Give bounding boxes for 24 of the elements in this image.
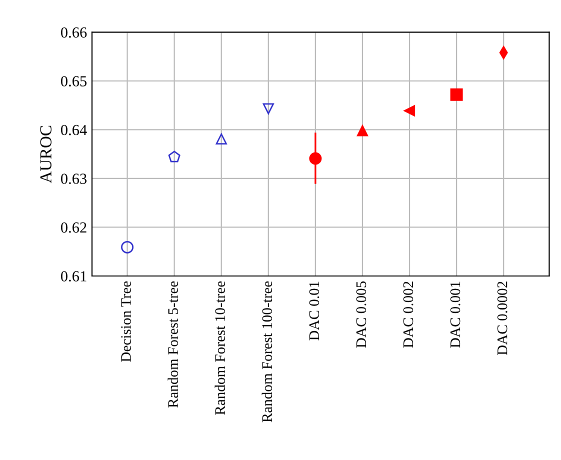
- point: [121, 240, 134, 254]
- y-tick-label: 0.63: [60, 174, 87, 184]
- point: [168, 150, 180, 162]
- x-tick-label: Random Forest 100-tree: [262, 281, 272, 422]
- y-tick-label: 0.61: [60, 271, 86, 282]
- x-tick-label: DAC 0.005: [356, 281, 366, 348]
- y-tick-label: 0.65: [60, 76, 87, 86]
- point: [404, 105, 416, 116]
- x-tick-label: DAC 0.001: [450, 282, 460, 348]
- point: [262, 103, 274, 114]
- x-tick-label: DAC 0.0002: [497, 282, 508, 355]
- point: [356, 125, 368, 136]
- x-tick-label: Random Forest 10-tree: [214, 281, 226, 415]
- x-tick-label: DAC 0.002: [403, 282, 414, 348]
- point: [309, 152, 322, 165]
- point: [450, 88, 463, 101]
- point: [216, 133, 227, 145]
- y-tick-label: 0.62: [60, 222, 86, 233]
- y-tick-label: 0.66: [60, 27, 87, 38]
- y-axis-title: AUROC: [40, 126, 52, 184]
- x-tick-label: Decision Tree: [121, 281, 131, 362]
- y-tick-label: 0.64: [60, 124, 87, 136]
- x-tick-label: DAC 0.01: [309, 282, 320, 340]
- x-tick-label: Random Forest 5-tree: [168, 281, 178, 408]
